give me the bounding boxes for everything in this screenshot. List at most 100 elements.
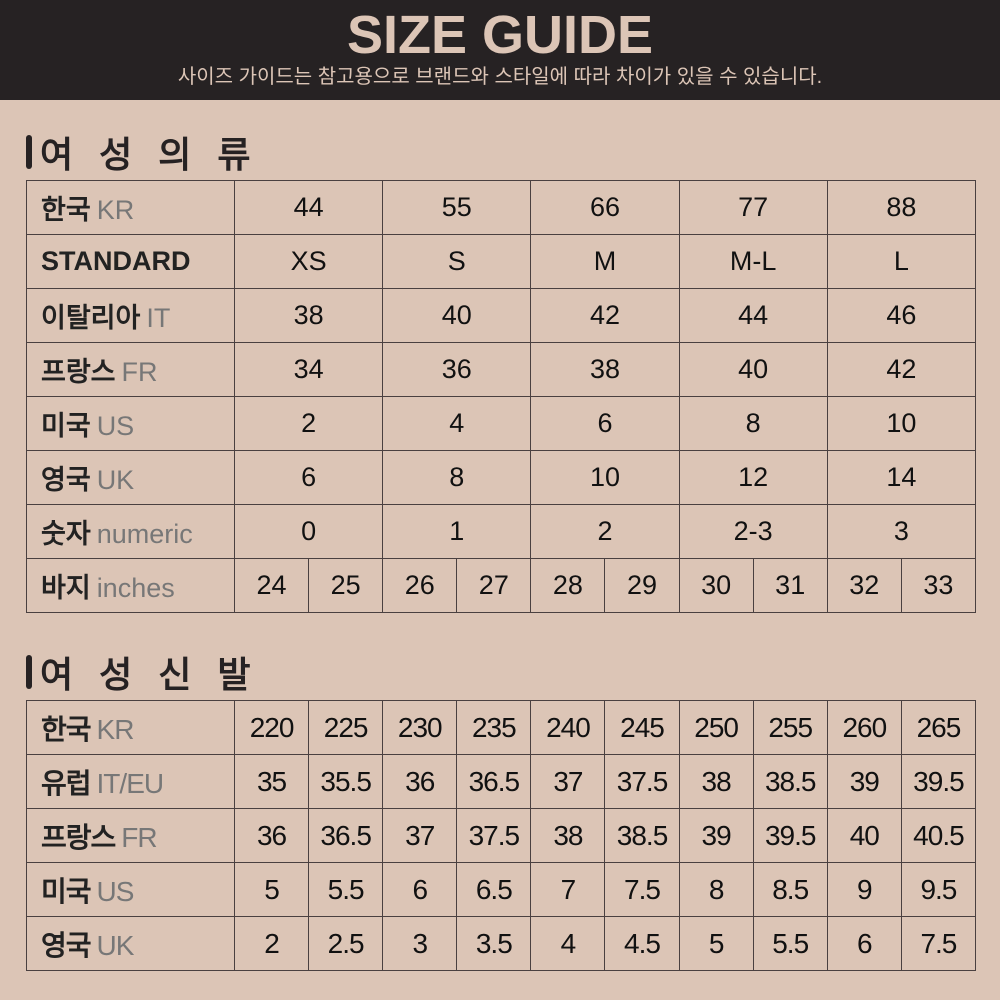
size-cell: 40 [382, 288, 532, 343]
header: SIZE GUIDE 사이즈 가이드는 참고용으로 브랜드와 스타일에 따라 차… [0, 0, 1000, 100]
size-cell: 250 [678, 700, 754, 755]
row-label-ko: 바지 [41, 573, 91, 603]
row-label-en: FR [121, 821, 157, 853]
row-label-ko: 미국 [41, 411, 91, 441]
table-row: 미국 US 2 4 6 8 10 [26, 396, 977, 451]
size-cell: 6 [826, 916, 902, 971]
row-label: 프랑스 FR [26, 808, 235, 863]
size-cell: 26 [382, 558, 458, 613]
shoes-section-title: 여 성 신 발 [26, 650, 259, 695]
size-cell: 37 [530, 754, 606, 809]
row-label-en: FR [121, 357, 158, 387]
size-cell: 31 [752, 558, 828, 613]
size-cell: 40 [826, 808, 902, 863]
size-cell: 44 [678, 288, 828, 343]
size-cell: 27 [456, 558, 532, 613]
size-cell: 34 [233, 342, 384, 397]
size-cell: 40 [678, 342, 828, 397]
row-label-en: UK [96, 929, 135, 961]
size-cell: S [382, 234, 532, 289]
size-cell: 225 [308, 700, 384, 755]
shoes-title-text: 여 성 신 발 [40, 654, 259, 695]
size-cell: 7.5 [604, 862, 680, 917]
row-label: 한국 KR [26, 180, 235, 235]
size-cell: 265 [900, 700, 977, 755]
size-cell: 6 [382, 862, 458, 917]
table-row: 유럽 IT/EU 35 35.5 36 36.5 37 37.5 38 38.5 39 39.5 [26, 754, 977, 809]
size-cell: 8 [678, 396, 828, 451]
row-label: 영국 UK [26, 450, 235, 505]
size-cell: 10 [530, 450, 680, 505]
row-label-ko: 미국 [41, 875, 92, 907]
size-cell: 28 [530, 558, 606, 613]
page-title: SIZE GUIDE [346, 5, 654, 65]
size-cell: M-L [678, 234, 828, 289]
shoes-size-table: 한국 KR 220 225 230 235 240 245 250 255 260 265 유럽 IT/E… [26, 700, 977, 971]
clothing-title-text: 여 성 의 류 [40, 134, 259, 175]
size-cell: 37.5 [604, 754, 680, 809]
row-label-en: KR [96, 713, 135, 745]
row-label-en: KR [96, 195, 135, 225]
size-cell: XS [233, 234, 384, 289]
size-cell: 38 [233, 288, 384, 343]
size-cell: 8 [382, 450, 532, 505]
size-cell: 39.5 [900, 754, 977, 809]
size-cell: 240 [530, 700, 606, 755]
size-cell: 42 [530, 288, 680, 343]
row-label-en: US [96, 875, 135, 907]
section-marker [26, 135, 32, 169]
table-row: 한국 KR 44 55 66 77 88 [26, 180, 977, 235]
size-cell: 6 [233, 450, 384, 505]
size-cell: 37.5 [456, 808, 532, 863]
row-label-ko: 한국 [41, 713, 92, 745]
size-cell: 88 [826, 180, 977, 235]
row-label-en: inches [96, 573, 175, 603]
size-cell: 5 [678, 916, 754, 971]
size-cell: 2 [233, 916, 310, 971]
row-label: STANDARD [26, 234, 235, 289]
row-label-en: numeric [96, 519, 193, 549]
size-cell: 36 [233, 808, 310, 863]
row-label: 미국 US [26, 396, 235, 451]
size-cell: 24 [233, 558, 310, 613]
row-label-ko: 이탈리아 [41, 303, 141, 333]
size-cell: 36.5 [456, 754, 532, 809]
row-label-ko: STANDARD [41, 246, 191, 276]
table-row: 영국 UK 2 2.5 3 3.5 4 4.5 5 5.5 6 7.5 [26, 916, 977, 971]
size-cell: 38 [678, 754, 754, 809]
size-cell: 25 [308, 558, 384, 613]
size-cell: 255 [752, 700, 828, 755]
row-label: 숫자 numeric [26, 504, 235, 559]
size-cell: 7 [530, 862, 606, 917]
table-row: 한국 KR 220 225 230 235 240 245 250 255 260 265 [26, 700, 977, 755]
size-cell: 4 [530, 916, 606, 971]
row-label-ko: 유럽 [41, 767, 92, 799]
size-cell: 10 [826, 396, 977, 451]
size-cell: 230 [382, 700, 458, 755]
size-cell: 40.5 [900, 808, 977, 863]
size-cell: 46 [826, 288, 977, 343]
size-cell: 3 [826, 504, 977, 559]
size-cell: 39.5 [752, 808, 828, 863]
size-cell: 38 [530, 342, 680, 397]
size-cell: 33 [900, 558, 977, 613]
row-label: 이탈리아 IT [26, 288, 235, 343]
size-cell: 9.5 [900, 862, 977, 917]
row-label: 바지 inches [26, 558, 235, 613]
size-cell: 39 [678, 808, 754, 863]
table-row: 바지 inches 24 25 26 27 28 29 30 31 32 33 [26, 558, 977, 613]
size-cell: 7.5 [900, 916, 977, 971]
page-subtitle: 사이즈 가이드는 참고용으로 브랜드와 스타일에 따라 차이가 있을 수 있습니… [177, 66, 823, 88]
row-label-ko: 한국 [41, 195, 91, 225]
row-label-ko: 프랑스 [41, 821, 116, 853]
size-cell: 36 [382, 754, 458, 809]
size-cell: 5.5 [752, 916, 828, 971]
size-cell: 4.5 [604, 916, 680, 971]
size-cell: 5 [233, 862, 310, 917]
row-label-en: US [96, 411, 135, 441]
clothing-size-table: 한국 KR 44 55 66 77 88 STANDARD XS S M M-L L 이탈리아 IT 38 40… [26, 180, 977, 613]
row-label: 유럽 IT/EU [26, 754, 235, 809]
row-label: 한국 KR [26, 700, 235, 755]
size-cell: 37 [382, 808, 458, 863]
table-row: 숫자 numeric 0 1 2 2-3 3 [26, 504, 977, 559]
